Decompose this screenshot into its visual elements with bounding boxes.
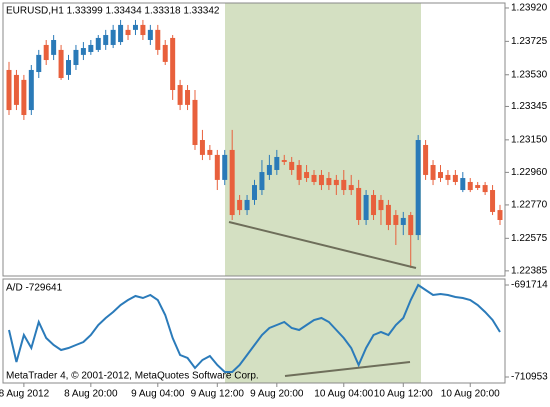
candle-body — [125, 29, 131, 36]
candle-body — [490, 190, 496, 212]
candle-body — [132, 24, 138, 30]
candle-body — [356, 187, 362, 220]
candle-body — [423, 144, 429, 175]
y-tick-label: 1.22575 — [511, 233, 548, 244]
x-tick-label: 9 Aug 12:00 — [191, 389, 245, 400]
candle-body — [95, 37, 101, 50]
candle-body — [28, 69, 34, 111]
highlight-region — [225, 3, 421, 276]
candle-body — [296, 165, 302, 180]
candle-body — [482, 185, 488, 193]
candle-body — [371, 194, 377, 216]
candle-body — [452, 174, 458, 182]
candle-body — [259, 172, 265, 191]
candle-body — [460, 178, 466, 191]
candle-body — [363, 194, 369, 220]
candle-body — [36, 54, 42, 73]
candle-body — [73, 49, 79, 65]
candle-body — [341, 179, 347, 191]
trend-line — [228, 221, 417, 269]
candle-body — [437, 172, 443, 179]
candle-body — [177, 85, 183, 105]
y-tick-label: 1.23530 — [511, 69, 548, 80]
chart-title: EURUSD,H1 1.33399 1.33434 1.33318 1.3334… — [6, 6, 220, 17]
candle-body — [80, 48, 86, 55]
y-tick-label: -710953 — [511, 372, 548, 383]
candle-body — [155, 29, 161, 50]
copyright: MetaTrader 4, © 2001-2012, MetaQuotes So… — [6, 371, 259, 382]
candle-body — [378, 199, 384, 211]
candle-body — [318, 174, 324, 186]
candle-body — [192, 99, 198, 145]
x-tick-label: 10 Aug 12:00 — [374, 389, 433, 400]
highlight-region — [225, 279, 421, 383]
candle-body — [497, 210, 503, 220]
x-tick-label: 8 Aug 20:00 — [64, 389, 118, 400]
candle-body — [185, 90, 191, 105]
candle-body — [348, 185, 354, 191]
y-tick-label: 1.23920 — [511, 3, 548, 14]
candle-body — [266, 165, 272, 175]
candle-body — [147, 29, 153, 40]
candle-body — [289, 161, 295, 170]
candle-body — [207, 149, 213, 155]
candle-body — [281, 160, 287, 162]
candle-body — [430, 165, 436, 180]
candle-body — [13, 74, 19, 105]
indicator-title: A/D -729641 — [6, 283, 63, 294]
candle-body — [66, 60, 72, 75]
candle-body — [326, 178, 332, 186]
candle-body — [118, 24, 124, 43]
candle-body — [229, 149, 235, 216]
y-tick-label: 1.23725 — [511, 36, 548, 47]
y-tick-label: 1.22385 — [511, 266, 548, 277]
candle-body — [393, 215, 399, 225]
x-tick-label: 10 Aug 20:00 — [441, 389, 500, 400]
candle-body — [88, 44, 94, 52]
candle-body — [445, 174, 451, 180]
candle-body — [21, 79, 27, 116]
candle-body — [199, 140, 205, 155]
candle-body — [252, 185, 257, 200]
candle-body — [467, 181, 473, 191]
candle-body — [214, 154, 220, 180]
candle-body — [170, 37, 176, 91]
y-tick-label: 1.22960 — [511, 167, 548, 178]
candle-body — [140, 24, 146, 36]
candle-body — [162, 44, 168, 62]
candle-body — [237, 199, 243, 211]
candle-body — [244, 199, 250, 211]
indicator-panel-border — [2, 278, 506, 384]
y-tick-label: 1.23150 — [511, 134, 548, 145]
candle-body — [222, 154, 228, 180]
candle-body — [333, 179, 339, 186]
candle-body — [475, 185, 481, 188]
candle-body — [58, 49, 64, 79]
x-tick-label: 9 Aug 20:00 — [250, 389, 304, 400]
y-tick-label: 1.22770 — [511, 200, 548, 211]
candle-body — [408, 215, 414, 236]
candle-body — [274, 156, 280, 170]
candle-body — [6, 69, 12, 111]
x-tick-label: 10 Aug 04:00 — [314, 389, 373, 400]
candle-body — [304, 172, 310, 179]
candle-body — [43, 44, 49, 61]
x-tick-label: 8 Aug 2012 — [0, 389, 50, 400]
y-tick-label: -691714 — [511, 280, 548, 291]
ad-line — [8, 283, 501, 374]
candle-body — [415, 140, 421, 236]
candle-body — [103, 35, 109, 45]
candle-body — [311, 174, 317, 182]
candle-body — [400, 217, 406, 225]
x-tick-label: 9 Aug 04:00 — [131, 389, 185, 400]
candle-body — [110, 29, 116, 45]
trend-line — [284, 361, 411, 377]
candle-body — [385, 204, 391, 225]
candle-body — [51, 39, 57, 55]
y-tick-label: 1.23345 — [511, 101, 548, 112]
